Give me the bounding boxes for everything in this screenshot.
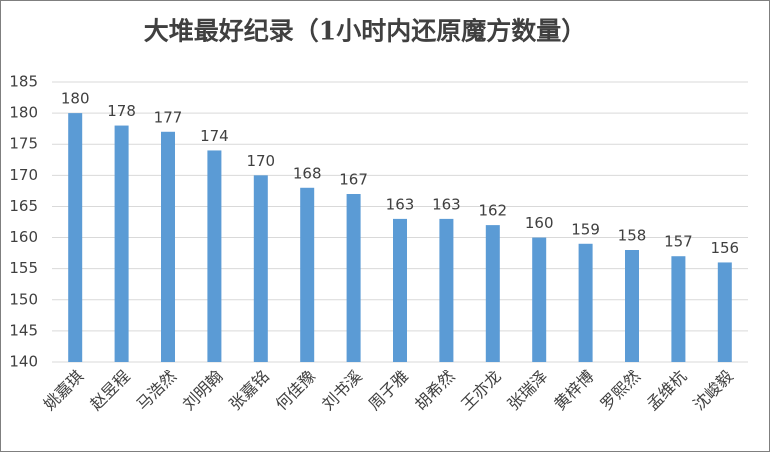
data-label: 174 [200, 127, 229, 145]
data-label: 163 [386, 195, 415, 213]
y-tick-label: 160 [9, 228, 38, 246]
y-tick-label: 175 [9, 135, 38, 153]
data-label: 157 [664, 233, 693, 251]
bar [485, 225, 500, 362]
bar [300, 187, 315, 362]
chart-title: 大堆最好纪录（1小时内还原魔方数量） [144, 17, 586, 46]
y-tick-label: 140 [9, 353, 38, 371]
bar [346, 194, 361, 362]
bar [532, 237, 547, 362]
data-label: 158 [618, 227, 647, 245]
data-label: 178 [107, 102, 136, 120]
bar [717, 262, 732, 362]
bar [253, 175, 268, 362]
data-label: 177 [154, 108, 183, 126]
y-tick-label: 165 [9, 197, 38, 215]
bar [68, 113, 83, 362]
bar [625, 250, 639, 362]
y-tick-label: 185 [9, 73, 38, 91]
data-label: 167 [339, 171, 368, 189]
data-label: 156 [710, 239, 739, 257]
data-label: 162 [478, 202, 507, 220]
data-label: 160 [525, 214, 554, 232]
data-label: 180 [61, 90, 90, 108]
bar [207, 150, 222, 362]
bar [161, 131, 175, 362]
data-label: 168 [293, 164, 322, 182]
data-label: 163 [432, 195, 461, 213]
data-label: 159 [571, 220, 600, 238]
bar [393, 218, 407, 362]
bar [671, 256, 686, 362]
y-tick-label: 150 [9, 290, 38, 308]
bar [114, 125, 129, 362]
bar [578, 243, 593, 362]
bar [439, 218, 454, 362]
y-tick-label: 145 [9, 321, 38, 339]
y-tick-label: 155 [9, 259, 38, 277]
y-tick-label: 170 [9, 166, 38, 184]
data-label: 170 [246, 152, 275, 170]
y-tick-label: 180 [9, 104, 38, 122]
